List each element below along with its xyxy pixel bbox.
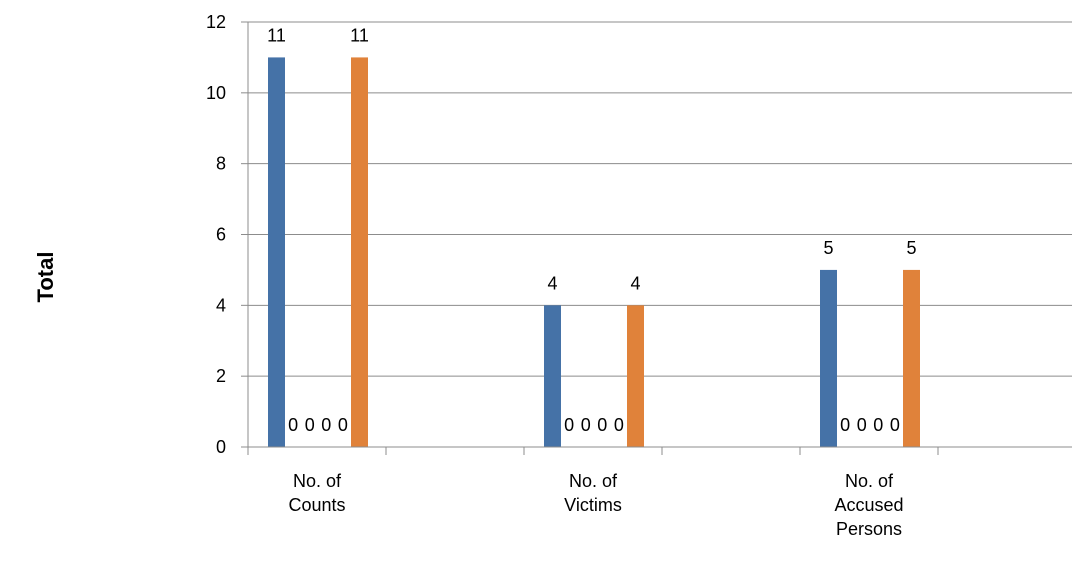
y-tick-label: 0 xyxy=(216,437,226,457)
data-label: 5 xyxy=(823,238,833,258)
data-label: 0 xyxy=(338,415,348,435)
data-label: 0 xyxy=(597,415,607,435)
data-label: 11 xyxy=(350,25,369,45)
data-label: 0 xyxy=(288,415,298,435)
y-tick-label: 12 xyxy=(206,12,226,32)
axes xyxy=(241,21,1072,455)
bars xyxy=(268,57,920,448)
bar xyxy=(268,57,285,448)
data-label: 11 xyxy=(267,25,286,45)
data-label: 0 xyxy=(305,415,315,435)
y-tick-label: 6 xyxy=(216,225,226,245)
bar xyxy=(351,57,368,448)
y-tick-label: 2 xyxy=(216,366,226,386)
category-labels: No. of Counts No. of Victims No. of Accused Pe… xyxy=(288,471,903,539)
data-label: 5 xyxy=(906,238,916,258)
data-label: 0 xyxy=(890,415,900,435)
data-label: 4 xyxy=(630,273,640,293)
y-tick-label: 8 xyxy=(216,154,226,174)
data-label: 4 xyxy=(547,273,557,293)
gridlines xyxy=(248,21,1072,377)
y-axis-title: Total xyxy=(33,252,58,303)
category-label: No. of Counts xyxy=(288,471,345,515)
data-label: 0 xyxy=(581,415,591,435)
data-label: 0 xyxy=(614,415,624,435)
data-label: 0 xyxy=(564,415,574,435)
bar xyxy=(627,305,644,447)
y-tick-label: 10 xyxy=(206,83,226,103)
category-label: No. of Victims xyxy=(564,471,622,515)
data-label: 0 xyxy=(840,415,850,435)
data-label: 0 xyxy=(321,415,331,435)
category-label: No. of Accused Persons xyxy=(834,471,903,539)
bar xyxy=(544,305,561,447)
y-tick-labels: 0 2 4 6 8 10 12 xyxy=(206,12,226,457)
bar xyxy=(903,269,920,447)
bar xyxy=(820,269,837,447)
data-label: 0 xyxy=(873,415,883,435)
y-tick-label: 4 xyxy=(216,295,226,315)
data-label: 0 xyxy=(857,415,867,435)
